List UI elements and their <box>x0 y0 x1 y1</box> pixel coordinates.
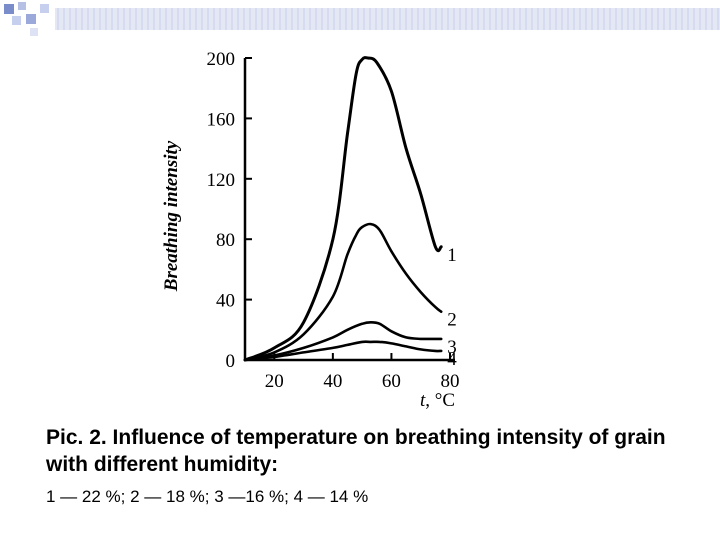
series-label-2: 2 <box>447 310 457 331</box>
x-tick-label: 60 <box>382 371 401 392</box>
series-line-3 <box>243 321 443 362</box>
slide-decoration <box>0 0 720 36</box>
series-label-1: 1 <box>447 245 457 266</box>
x-tick-label: 80 <box>441 371 460 392</box>
decoration-squares <box>4 2 49 36</box>
y-tick-label: 40 <box>216 291 235 312</box>
x-axis-unit: , °C <box>425 390 455 411</box>
y-tick-label: 120 <box>207 170 236 191</box>
x-tick-label: 20 <box>265 371 284 392</box>
figure-caption: Pic. 2. Influence of temperature on brea… <box>46 424 686 508</box>
axes <box>243 57 455 362</box>
x-axis-symbol: t <box>420 390 426 411</box>
decoration-stripe <box>55 8 720 30</box>
series-line-1 <box>243 56 443 362</box>
caption-legend: 1 — 22 %; 2 — 18 %; 3 —16 %; 4 — 14 % <box>46 487 369 506</box>
series-label-4: 4 <box>447 349 457 370</box>
y-tick-label: 160 <box>207 109 236 130</box>
series-lines <box>243 56 443 362</box>
series-labels: 1 2 34 <box>447 245 457 370</box>
tick-labels: 0 40 80 120 160 200 20 40 60 80 <box>207 49 460 392</box>
y-tick-label: 0 <box>226 351 236 372</box>
x-axis-label: t, °C <box>420 390 455 411</box>
x-tick-label: 40 <box>323 371 342 392</box>
y-axis-label-group: Breathing intensity <box>161 140 182 292</box>
series-line-4 <box>243 340 443 362</box>
caption-title: Pic. 2. Influence of temperature on brea… <box>46 426 666 476</box>
chart: Breathing intensity 0 40 80 120 160 200 20 40 60… <box>161 49 460 411</box>
series-label-3: 3 <box>447 337 457 358</box>
y-tick-label: 200 <box>207 49 236 70</box>
y-axis-label: Breathing intensity <box>161 140 182 292</box>
y-tick-label: 80 <box>216 230 235 251</box>
series-line-2 <box>243 222 443 362</box>
